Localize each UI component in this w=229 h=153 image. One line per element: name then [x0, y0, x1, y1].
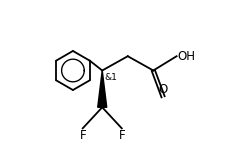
Polygon shape	[97, 71, 106, 107]
Text: &1: &1	[104, 73, 117, 82]
Text: OH: OH	[177, 50, 194, 63]
Text: F: F	[79, 129, 86, 142]
Text: O: O	[158, 83, 167, 96]
Text: F: F	[118, 129, 125, 142]
